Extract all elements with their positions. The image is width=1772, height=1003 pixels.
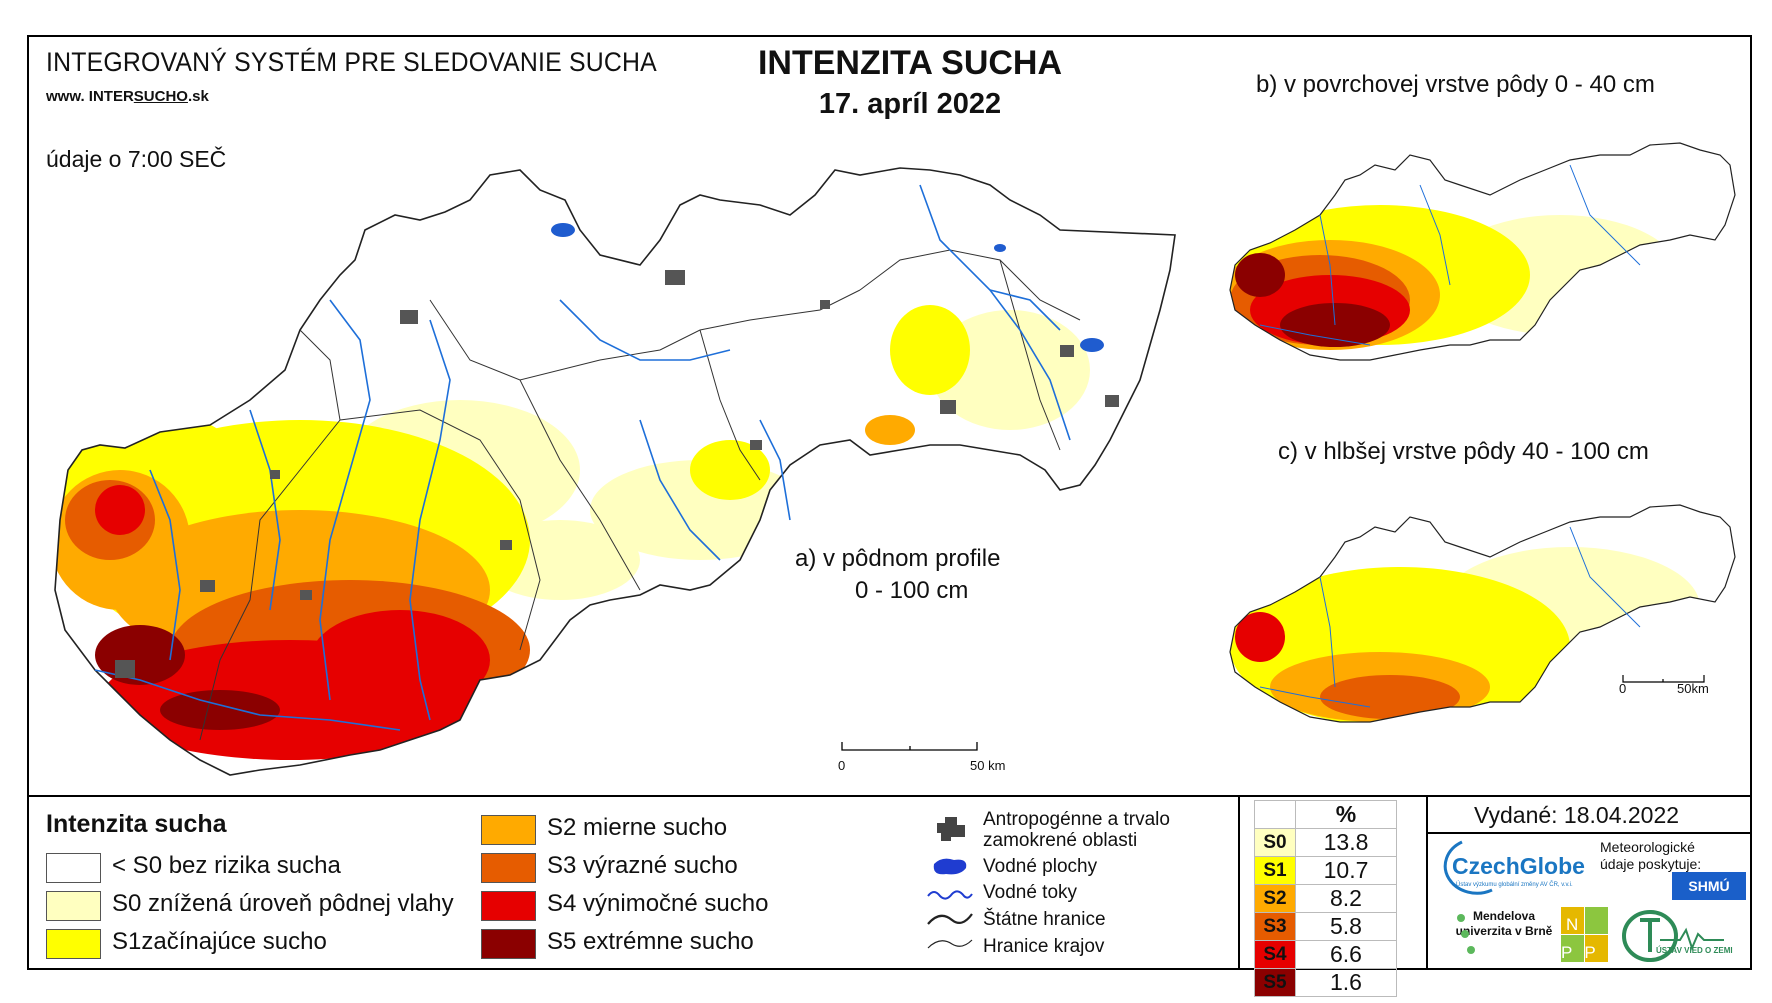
percent-body: S0 13.8 S1 10.7 S2 8.2 S3 5.8 S4 6.6 S5 1.6 xyxy=(1254,828,1397,997)
czechglobe-logo: CzechGlobe Ústav výzkumu globální změny … xyxy=(1432,836,1592,896)
map-frame xyxy=(27,35,1752,970)
map-a-depth: 0 - 100 cm xyxy=(855,577,969,604)
percent-row: S3 5.8 xyxy=(1254,912,1397,941)
legend-swatch-3 xyxy=(481,815,536,845)
meteo-provider: Meteorologické údaje poskytuje: xyxy=(1600,839,1702,872)
system-title: INTEGROVANÝ SYSTÉM PRE SLEDOVANIE SUCHA xyxy=(46,47,657,77)
legend-label-1: S0 znížená úroveň pôdnej vlahy xyxy=(112,890,454,917)
site-underlined: SUCHO xyxy=(133,88,188,105)
map-surface-layer xyxy=(1229,142,1736,361)
czechglobe-sub: Ústav výzkumu globální změny AV ČR, v.v.… xyxy=(1456,882,1573,888)
legend-label-5: S4 výnimočné sucho xyxy=(547,890,769,917)
main-date: 17. apríl 2022 xyxy=(818,88,1002,120)
observation-time: údaje o 7:00 SEČ xyxy=(46,146,227,172)
shmu-logo: SHMÚ xyxy=(1672,872,1746,900)
percent-value: 5.8 xyxy=(1295,912,1397,941)
state-border-icon xyxy=(927,913,973,925)
percent-header: % xyxy=(1295,800,1397,829)
map-c-label: c) v hlbšej vrstve pôdy 40 - 100 cm xyxy=(1278,438,1649,465)
legend-swatch-4 xyxy=(481,853,536,883)
percent-class: S3 xyxy=(1254,912,1296,941)
region-border-label: Hranice krajov xyxy=(983,936,1105,957)
urban-label-2: zamokrené oblasti xyxy=(983,830,1138,851)
percent-header-empty xyxy=(1254,800,1296,829)
ustav-name: ÚSTAV VIED O ZEMI xyxy=(1656,946,1733,955)
percent-row: S5 1.6 xyxy=(1254,968,1397,997)
scale-small-end: 50km xyxy=(1677,681,1709,696)
map-b-label: b) v povrchovej vrstve pôdy 0 - 40 cm xyxy=(1256,71,1655,98)
legend-swatch-1 xyxy=(46,891,101,921)
percent-class: S2 xyxy=(1254,884,1296,913)
legend-swatch-6 xyxy=(481,929,536,959)
main-title: INTENZITA SUCHA xyxy=(757,44,1063,82)
czechglobe-name: CzechGlobe xyxy=(1452,853,1585,879)
water-body-icon xyxy=(933,858,967,875)
percent-value: 13.8 xyxy=(1295,828,1397,857)
legend-label-2: S1začínajúce sucho xyxy=(112,928,327,955)
issued-date: Vydané: 18.04.2022 xyxy=(1474,802,1680,828)
legend-label-4: S3 výrazné sucho xyxy=(547,852,738,879)
website-link[interactable]: www. INTERSUCHO.sk xyxy=(46,88,209,105)
percent-row: S1 10.7 xyxy=(1254,856,1397,885)
legend-divider-v2 xyxy=(1426,795,1428,970)
river-label: Vodné toky xyxy=(983,882,1078,903)
legend-swatch-0 xyxy=(46,853,101,883)
urban-area-icon xyxy=(937,817,965,841)
river-icon xyxy=(927,890,973,900)
state-border-label: Štátne hranice xyxy=(983,909,1106,930)
scale-start: 0 xyxy=(838,758,846,773)
legend-label-6: S5 extrémne sucho xyxy=(547,928,754,955)
site-prefix: www. INTER xyxy=(46,88,134,105)
percent-header-row: % xyxy=(1254,800,1397,829)
percent-table: % S0 13.8 S1 10.7 S2 8.2 S3 5.8 S4 6.6 S5 1.6 xyxy=(1254,800,1397,997)
map-deep-layer xyxy=(1229,504,1736,723)
percent-class: S0 xyxy=(1254,828,1296,857)
nppc-text: NPPC xyxy=(1561,915,1608,990)
percent-class: S1 xyxy=(1254,856,1296,885)
legend-label-0: < S0 bez rizika sucha xyxy=(112,852,341,879)
percent-row: S0 13.8 xyxy=(1254,828,1397,857)
percent-value: 8.2 xyxy=(1295,884,1397,913)
legend-label-3: S2 mierne sucho xyxy=(547,814,728,841)
scale-bar xyxy=(841,742,978,751)
percent-value: 10.7 xyxy=(1295,856,1397,885)
mendel-dots-icon xyxy=(1457,914,1475,954)
credits-divider xyxy=(1426,832,1752,834)
scale-small-start: 0 xyxy=(1619,681,1627,696)
percent-value: 6.6 xyxy=(1295,940,1397,969)
mendel-logo: Mendelova univerzita v Brně xyxy=(1455,909,1553,938)
urban-label-1: Antropogénne a trvalo xyxy=(983,809,1170,830)
percent-class: S5 xyxy=(1254,968,1296,997)
legend-divider xyxy=(27,795,1752,797)
legend-divider-v1 xyxy=(1238,795,1240,970)
water-body-label: Vodné plochy xyxy=(983,856,1098,877)
legend-swatch-5 xyxy=(481,891,536,921)
ustav-logo: ÚSTAV VIED O ZEMI xyxy=(1620,906,1733,964)
percent-class: S4 xyxy=(1254,940,1296,969)
legend-swatch-2 xyxy=(46,929,101,959)
site-suffix: .sk xyxy=(187,88,209,105)
nppc-logo xyxy=(1561,907,1608,962)
percent-row: S2 8.2 xyxy=(1254,884,1397,913)
percent-row: S4 6.6 xyxy=(1254,940,1397,969)
map-a-label: a) v pôdnom profile xyxy=(795,545,1001,572)
percent-value: 1.6 xyxy=(1295,968,1397,997)
legend-title: Intenzita sucha xyxy=(46,810,227,838)
scale-end: 50 km xyxy=(970,758,1006,773)
region-border-icon xyxy=(927,939,973,949)
